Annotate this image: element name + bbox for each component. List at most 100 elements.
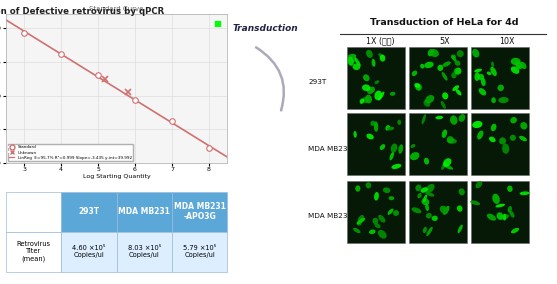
Ellipse shape [447,136,454,143]
Ellipse shape [515,64,521,70]
Ellipse shape [367,134,374,139]
Ellipse shape [426,213,432,218]
Text: Titration of Defective retrovirus by qPCR: Titration of Defective retrovirus by qPC… [0,7,164,16]
Ellipse shape [492,194,500,204]
Bar [409,113,467,175]
Ellipse shape [496,204,505,208]
Ellipse shape [410,152,419,160]
Ellipse shape [470,201,480,205]
Text: ■: ■ [213,19,221,28]
Text: 10X: 10X [499,37,515,46]
Ellipse shape [432,216,438,221]
Ellipse shape [353,228,360,233]
Ellipse shape [369,229,375,234]
Ellipse shape [490,67,497,76]
Ellipse shape [429,49,439,57]
Ellipse shape [511,58,521,65]
Ellipse shape [437,65,443,71]
Ellipse shape [520,191,530,195]
Ellipse shape [425,95,434,103]
Ellipse shape [499,137,506,145]
Ellipse shape [398,144,403,154]
Ellipse shape [423,227,427,233]
Ellipse shape [496,212,503,220]
Bar [346,47,405,109]
Ellipse shape [385,125,390,131]
Title: Standard Curve: Standard Curve [89,7,144,12]
Ellipse shape [357,218,365,224]
Ellipse shape [425,192,434,197]
Ellipse shape [511,228,519,233]
Ellipse shape [478,88,486,95]
Ellipse shape [458,114,465,122]
Ellipse shape [456,89,462,95]
Text: Transduction of HeLa for 4d: Transduction of HeLa for 4d [370,18,519,27]
Ellipse shape [374,91,382,100]
Ellipse shape [374,192,379,201]
Ellipse shape [422,198,429,205]
Ellipse shape [472,121,482,128]
Ellipse shape [451,55,456,59]
Ellipse shape [487,214,496,221]
Ellipse shape [358,215,364,223]
Ellipse shape [458,225,463,233]
Ellipse shape [520,62,526,69]
Ellipse shape [366,50,373,58]
Ellipse shape [511,66,519,74]
Ellipse shape [348,54,356,58]
Ellipse shape [370,121,375,126]
Ellipse shape [421,187,428,193]
Ellipse shape [388,208,393,215]
Ellipse shape [447,139,457,144]
Ellipse shape [390,143,397,153]
Ellipse shape [491,97,496,103]
Ellipse shape [355,185,360,192]
Bar [471,47,529,109]
Ellipse shape [411,144,416,148]
Ellipse shape [380,144,385,150]
Ellipse shape [389,152,394,160]
Ellipse shape [442,92,448,99]
Ellipse shape [353,63,360,70]
Ellipse shape [491,124,496,131]
Ellipse shape [414,83,420,88]
Ellipse shape [412,207,422,213]
Ellipse shape [397,120,401,125]
Ellipse shape [423,100,431,107]
Ellipse shape [477,130,483,139]
Ellipse shape [443,206,449,215]
Ellipse shape [388,196,394,200]
Ellipse shape [424,158,429,165]
Text: 1X (원액): 1X (원액) [366,37,394,46]
Ellipse shape [373,218,378,224]
Ellipse shape [436,116,443,119]
Ellipse shape [502,144,509,154]
Ellipse shape [362,84,370,91]
Ellipse shape [393,210,399,216]
Ellipse shape [380,55,385,62]
Ellipse shape [510,117,517,124]
Ellipse shape [491,62,494,67]
Ellipse shape [442,72,448,81]
Ellipse shape [478,74,484,80]
Ellipse shape [474,69,482,72]
Ellipse shape [510,211,515,218]
Ellipse shape [370,87,375,93]
Ellipse shape [424,62,434,68]
Ellipse shape [423,195,427,202]
Ellipse shape [354,131,357,138]
Text: 293T: 293T [308,79,326,85]
Ellipse shape [356,222,361,225]
Ellipse shape [372,59,375,67]
Ellipse shape [420,64,424,69]
Ellipse shape [374,223,380,228]
Ellipse shape [363,74,370,81]
Ellipse shape [425,203,429,211]
Ellipse shape [362,97,369,103]
Ellipse shape [392,164,402,169]
Ellipse shape [441,162,447,170]
Ellipse shape [487,72,491,75]
Ellipse shape [422,114,426,124]
Ellipse shape [507,185,512,192]
Ellipse shape [426,184,434,193]
